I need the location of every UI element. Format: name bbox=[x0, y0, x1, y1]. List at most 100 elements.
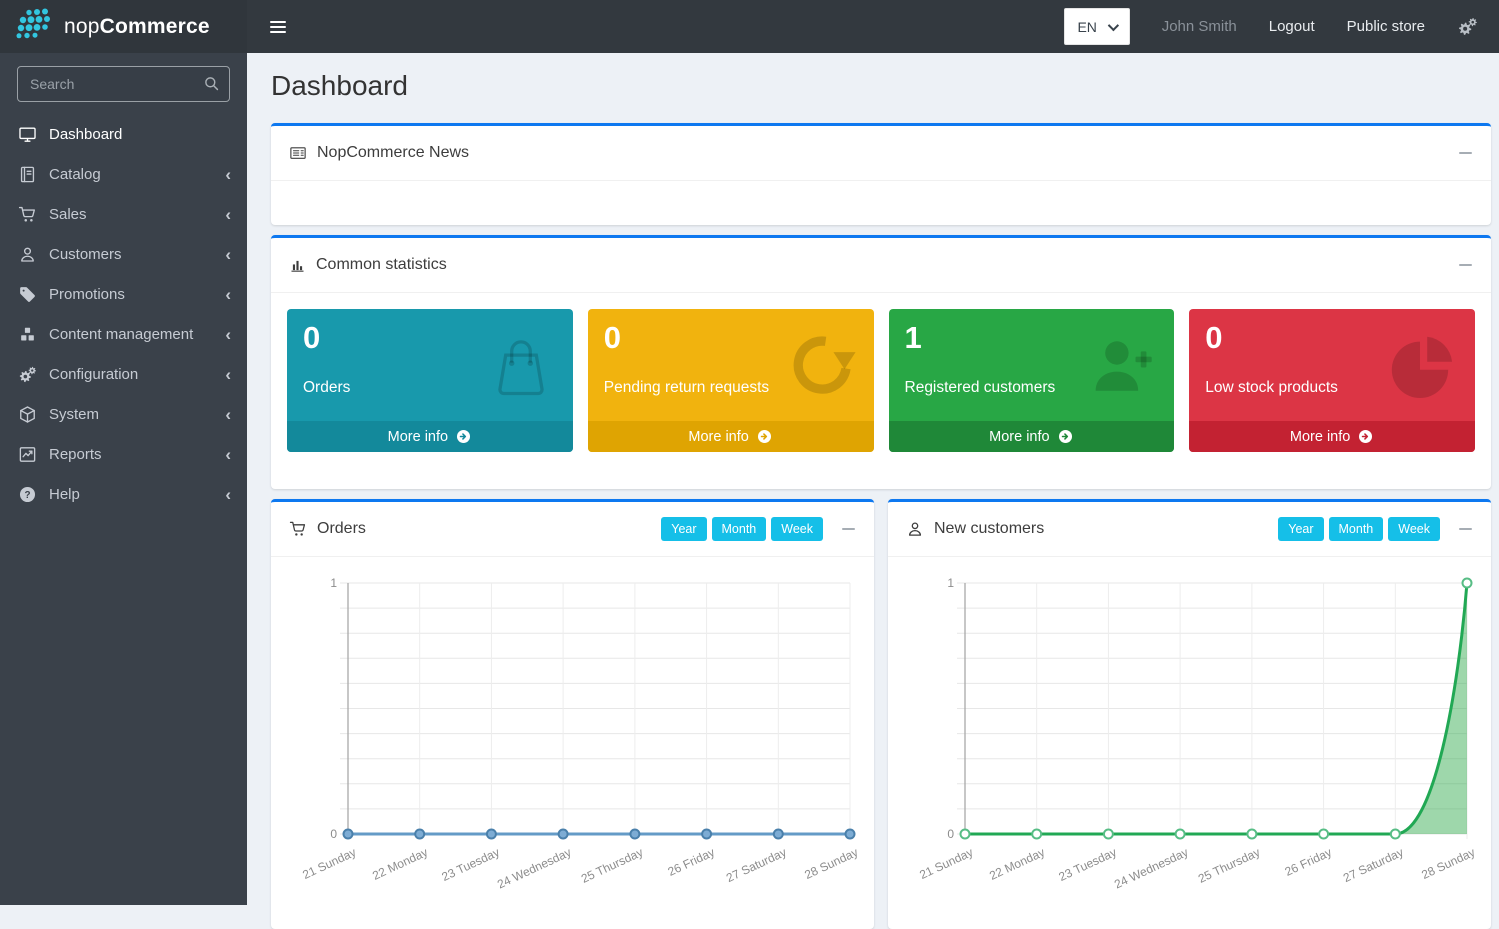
chevron-left-icon: ‹ bbox=[225, 206, 231, 223]
arrow-circle-right-icon bbox=[1057, 428, 1074, 445]
public-store-link[interactable]: Public store bbox=[1347, 18, 1425, 35]
refresh-icon bbox=[786, 329, 858, 406]
box-icon bbox=[16, 405, 38, 424]
brand-logo[interactable]: nopCommerce bbox=[0, 0, 247, 53]
chevron-left-icon: ‹ bbox=[225, 326, 231, 343]
orders-year-button[interactable]: Year bbox=[661, 517, 706, 541]
brand-name: nopCommerce bbox=[64, 15, 210, 39]
svg-text:28 Sunday: 28 Sunday bbox=[802, 845, 860, 882]
sidebar-item-configuration[interactable]: Configuration‹ bbox=[0, 354, 247, 394]
new-customers-month-button[interactable]: Month bbox=[1329, 517, 1384, 541]
orders-chart-title: Orders bbox=[317, 520, 366, 538]
chevron-down-icon bbox=[1108, 19, 1119, 30]
svg-text:26 Friday: 26 Friday bbox=[1283, 845, 1334, 879]
svg-text:?: ? bbox=[24, 489, 30, 500]
news-panel: NopCommerce News bbox=[271, 123, 1491, 225]
svg-text:27 Saturday: 27 Saturday bbox=[1341, 845, 1406, 885]
more-info-link[interactable]: More info bbox=[588, 421, 874, 452]
sidebar-item-customers[interactable]: Customers ‹ bbox=[0, 234, 247, 274]
svg-text:25 Thursday: 25 Thursday bbox=[579, 845, 645, 886]
collapse-button[interactable] bbox=[842, 522, 856, 536]
collapse-button[interactable] bbox=[1459, 146, 1473, 160]
sidebar-item-system[interactable]: System ‹ bbox=[0, 394, 247, 434]
bar-chart-icon bbox=[289, 257, 306, 274]
tag-icon bbox=[16, 285, 38, 304]
chevron-left-icon: ‹ bbox=[225, 486, 231, 503]
chevron-left-icon: ‹ bbox=[225, 366, 231, 383]
sidebar-item-label: Promotions bbox=[49, 286, 125, 303]
gears-icon[interactable] bbox=[1457, 16, 1478, 37]
statistics-cards: 0 Orders More info 0 Pending return requ… bbox=[271, 293, 1491, 489]
statistics-panel-header: Common statistics bbox=[271, 238, 1491, 293]
sidebar-item-dashboard[interactable]: Dashboard bbox=[0, 114, 247, 154]
sidebar-item-label: Content management bbox=[49, 326, 193, 343]
svg-text:21 Sunday: 21 Sunday bbox=[917, 845, 975, 882]
orders-chart-panel: Orders YearMonthWeek 1021 Sunday22 Monda… bbox=[271, 499, 874, 929]
user-name-link[interactable]: John Smith bbox=[1162, 18, 1237, 35]
new-customers-range-buttons: YearMonthWeek bbox=[1278, 517, 1440, 541]
news-panel-body bbox=[271, 181, 1491, 225]
more-info-label: More info bbox=[688, 429, 748, 445]
sidebar-item-sales[interactable]: Sales‹ bbox=[0, 194, 247, 234]
sidebar-item-promotions[interactable]: Promotions‹ bbox=[0, 274, 247, 314]
chart-line-icon bbox=[16, 445, 38, 464]
person-icon bbox=[16, 245, 38, 264]
new-customers-week-button[interactable]: Week bbox=[1388, 517, 1440, 541]
dots-logo-icon bbox=[13, 8, 55, 46]
stat-card-body: 0 Orders bbox=[287, 309, 573, 421]
hamburger-icon[interactable] bbox=[270, 21, 286, 33]
book-icon bbox=[16, 165, 38, 184]
person-plus-icon bbox=[1086, 329, 1158, 406]
stat-card-body: 0 Pending return requests bbox=[588, 309, 874, 421]
sidebar-item-label: Customers bbox=[49, 246, 122, 263]
page-title: Dashboard bbox=[271, 70, 1491, 102]
sidebar-item-help[interactable]: ? Help ‹ bbox=[0, 474, 247, 514]
sidebar-item-label: Help bbox=[49, 486, 80, 503]
search-icon[interactable] bbox=[202, 74, 221, 98]
chevron-left-icon: ‹ bbox=[225, 166, 231, 183]
stat-card-orders: 0 Orders More info bbox=[287, 309, 573, 452]
new-customers-chart: 1021 Sunday22 Monday23 Tuesday24 Wednesd… bbox=[888, 557, 1491, 917]
new-customers-chart-header: New customers YearMonthWeek bbox=[888, 502, 1491, 557]
logout-link[interactable]: Logout bbox=[1269, 18, 1315, 35]
more-info-label: More info bbox=[1290, 429, 1350, 445]
cubes-icon bbox=[16, 325, 38, 344]
arrow-circle-right-icon bbox=[756, 428, 773, 445]
chevron-left-icon: ‹ bbox=[225, 406, 231, 423]
search-input[interactable] bbox=[17, 66, 230, 102]
orders-range-buttons: YearMonthWeek bbox=[661, 517, 823, 541]
statistics-panel-title: Common statistics bbox=[316, 256, 447, 274]
more-info-label: More info bbox=[989, 429, 1049, 445]
sidebar: Dashboard Catalog‹Sales‹ Customers ‹ Promoti… bbox=[0, 53, 247, 905]
orders-month-button[interactable]: Month bbox=[712, 517, 767, 541]
more-info-label: More info bbox=[388, 429, 448, 445]
monitor-icon bbox=[16, 125, 38, 144]
collapse-button[interactable] bbox=[1459, 522, 1473, 536]
svg-text:22 Monday: 22 Monday bbox=[987, 845, 1047, 883]
question-icon: ? bbox=[16, 485, 38, 504]
new-customers-chart-title: New customers bbox=[934, 520, 1044, 538]
svg-text:23 Tuesday: 23 Tuesday bbox=[1057, 845, 1119, 884]
sidebar-search bbox=[17, 66, 230, 102]
sidebar-item-content-management[interactable]: Content management ‹ bbox=[0, 314, 247, 354]
cart-icon bbox=[16, 205, 38, 224]
sidebar-item-catalog[interactable]: Catalog‹ bbox=[0, 154, 247, 194]
charts-row: Orders YearMonthWeek 1021 Sunday22 Monda… bbox=[271, 499, 1491, 929]
svg-text:26 Friday: 26 Friday bbox=[666, 845, 717, 879]
newspaper-icon bbox=[289, 144, 307, 162]
sidebar-item-label: System bbox=[49, 406, 99, 423]
sidebar-item-reports[interactable]: Reports‹ bbox=[0, 434, 247, 474]
cart-icon bbox=[289, 520, 307, 538]
more-info-link[interactable]: More info bbox=[889, 421, 1175, 452]
sidebar-item-label: Dashboard bbox=[49, 126, 122, 143]
chevron-left-icon: ‹ bbox=[225, 246, 231, 263]
svg-text:25 Thursday: 25 Thursday bbox=[1196, 845, 1262, 886]
more-info-link[interactable]: More info bbox=[1189, 421, 1475, 452]
collapse-button[interactable] bbox=[1459, 258, 1473, 272]
orders-week-button[interactable]: Week bbox=[771, 517, 823, 541]
more-info-link[interactable]: More info bbox=[287, 421, 573, 452]
svg-text:1: 1 bbox=[330, 576, 337, 590]
language-select[interactable]: EN bbox=[1064, 8, 1130, 45]
new-customers-year-button[interactable]: Year bbox=[1278, 517, 1323, 541]
person-icon bbox=[906, 520, 924, 538]
